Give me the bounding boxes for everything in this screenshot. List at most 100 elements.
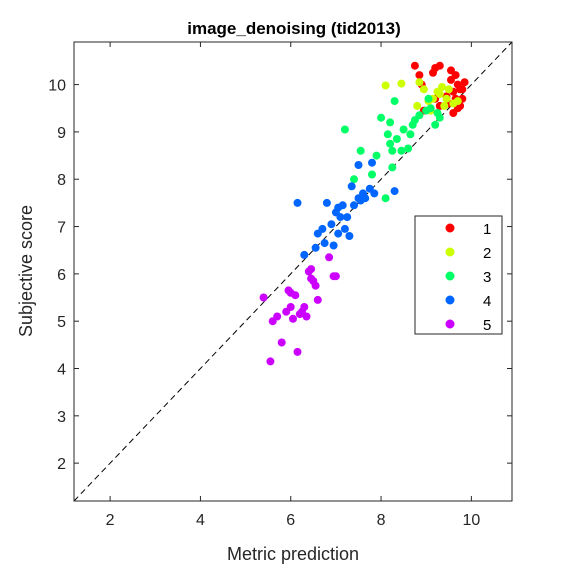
data-point-series-5 [307, 274, 316, 283]
data-point-series-3 [399, 125, 408, 134]
data-point-series-2 [442, 94, 451, 103]
data-point-series-2 [413, 101, 422, 110]
data-point-series-4 [340, 224, 349, 233]
legend-label-2: 2 [483, 245, 491, 262]
y-tick-label: 4 [57, 362, 66, 379]
data-point-series-5 [293, 347, 302, 356]
legend-label-5: 5 [483, 317, 491, 334]
data-point-series-3 [368, 170, 376, 179]
data-point-series-1 [429, 68, 437, 77]
data-point-series-3 [415, 111, 424, 120]
y-axis-label: Subjective score [16, 205, 36, 337]
y-tick-label: 3 [57, 409, 66, 426]
data-point-series-2 [444, 85, 453, 94]
data-point-series-1 [447, 75, 455, 84]
data-point-series-1 [449, 109, 458, 117]
data-point-series-4 [320, 239, 329, 248]
y-tick-label: 2 [57, 456, 66, 473]
data-point-series-1 [415, 71, 424, 80]
data-point-series-5 [302, 312, 311, 321]
data-point-series-3 [372, 151, 381, 160]
data-point-series-4 [368, 158, 376, 167]
legend-label-1: 1 [483, 221, 491, 238]
data-point-series-5 [289, 314, 297, 323]
data-point-series-3 [431, 120, 440, 129]
data-point-series-4 [334, 229, 343, 238]
data-point-series-3 [377, 113, 386, 122]
data-point-series-4 [390, 187, 399, 196]
legend-box [414, 215, 503, 335]
y-tick-label: 6 [57, 267, 66, 284]
data-point-series-3 [383, 130, 392, 139]
data-point-series-5 [286, 303, 295, 311]
data-point-series-3 [404, 144, 413, 153]
data-point-series-2 [397, 79, 406, 88]
data-point-series-2 [453, 97, 462, 106]
data-point-series-4 [370, 189, 379, 198]
data-point-series-2 [415, 78, 424, 87]
x-tick-label: 8 [377, 512, 386, 529]
plot-frame [73, 41, 513, 502]
data-point-series-5 [286, 288, 295, 297]
data-point-series-5 [300, 303, 309, 311]
data-point-series-2 [381, 81, 390, 90]
data-point-series-3 [388, 163, 397, 172]
data-point-series-3 [424, 94, 433, 103]
legend-marker-3 [445, 271, 455, 281]
data-point-series-1 [435, 61, 444, 70]
data-point-series-2 [419, 85, 428, 94]
data-point-series-4 [350, 201, 358, 210]
y-tick-label: 5 [57, 314, 66, 331]
data-point-series-3 [392, 135, 401, 143]
data-point-series-4 [327, 220, 336, 229]
data-point-series-5 [259, 293, 268, 302]
y-tick-label: 9 [57, 125, 66, 142]
data-point-series-5 [313, 295, 322, 304]
data-point-series-5 [273, 312, 282, 321]
y-tick-label: 7 [57, 220, 66, 237]
x-tick-label: 10 [462, 512, 480, 529]
legend: 1 2 3 4 5 [414, 215, 503, 335]
data-point-series-5 [331, 272, 340, 281]
data-point-series-3 [397, 146, 406, 155]
data-point-series-2 [438, 83, 446, 91]
data-point-series-4 [354, 161, 363, 169]
data-point-series-5 [311, 281, 320, 290]
data-point-series-4 [300, 250, 309, 259]
data-point-series-3 [356, 146, 365, 155]
data-point-series-3 [426, 104, 435, 113]
y-tick-label: 8 [57, 172, 66, 189]
data-point-series-3 [386, 118, 395, 127]
data-point-series-4 [322, 198, 331, 207]
data-point-series-4 [318, 224, 327, 233]
data-point-series-4 [338, 201, 347, 210]
data-point-series-5 [266, 357, 275, 366]
data-point-series-3 [435, 113, 444, 122]
x-tick-label: 6 [286, 512, 295, 529]
data-point-series-3 [340, 125, 349, 134]
data-point-series-1 [458, 85, 467, 94]
legend-label-4: 4 [483, 293, 491, 310]
y-tick-label: 10 [48, 78, 66, 95]
x-tick-label: 4 [196, 512, 205, 529]
legend-marker-2 [445, 247, 455, 257]
identity-reference-line [73, 41, 513, 502]
data-point-series-5 [325, 253, 334, 262]
data-point-series-3 [350, 175, 358, 184]
legend-marker-5 [445, 319, 455, 329]
data-point-series-1 [460, 78, 469, 87]
chart-title: image_denoising (tid2013) [187, 19, 401, 38]
x-tick-label: 2 [106, 512, 115, 529]
data-point-series-5 [277, 338, 286, 347]
data-point-series-5 [307, 265, 316, 274]
data-point-series-4 [361, 194, 370, 203]
data-point-series-4 [343, 213, 352, 222]
legend-marker-1 [445, 223, 455, 233]
data-point-series-4 [293, 198, 302, 207]
legend-label-3: 3 [483, 269, 491, 286]
data-point-series-3 [390, 97, 399, 106]
data-point-series-4 [345, 232, 354, 240]
data-point-series-1 [410, 61, 419, 70]
data-point-series-3 [406, 130, 415, 139]
